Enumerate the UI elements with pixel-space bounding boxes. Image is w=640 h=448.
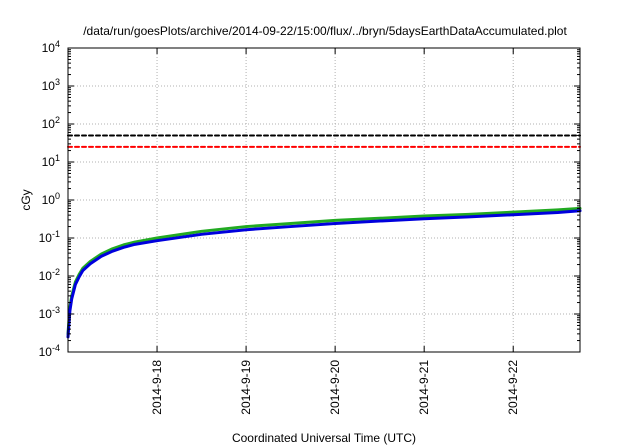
series-line-3 [66,206,582,336]
y-tick-label: 10-1 [39,229,60,245]
x-tick-label: 2014-9-21 [417,360,431,415]
y-tick-label: 101 [42,153,60,169]
x-axis-label: Coordinated Universal Time (UTC) [232,431,416,445]
x-tick-label: 2014-9-22 [506,360,520,415]
x-tick-label: 2014-9-18 [150,360,164,415]
x-tick-label: 2014-9-20 [328,360,342,415]
y-tick-label: 103 [42,77,60,93]
grid [68,48,580,352]
y-tick-label: 10-2 [39,267,60,283]
y-axis-label: cGy [19,189,33,210]
y-axis: 10-4 10-3 10-2 10-1 100 101 102 103 104 [39,39,580,359]
series-line-4 [66,209,582,339]
y-tick-label: 100 [42,191,60,207]
chart-title: /data/run/goesPlots/archive/2014-09-22/1… [83,24,567,38]
y-tick-label: 104 [42,39,60,55]
y-tick-label: 102 [42,115,60,131]
series-layer [66,134,582,339]
y-tick-label: 10-4 [39,343,60,359]
y-tick-label: 10-3 [39,305,60,321]
x-axis: 2014-9-18 2014-9-19 2014-9-20 2014-9-21 2014… [150,48,520,415]
x-tick-label: 2014-9-19 [239,360,253,415]
